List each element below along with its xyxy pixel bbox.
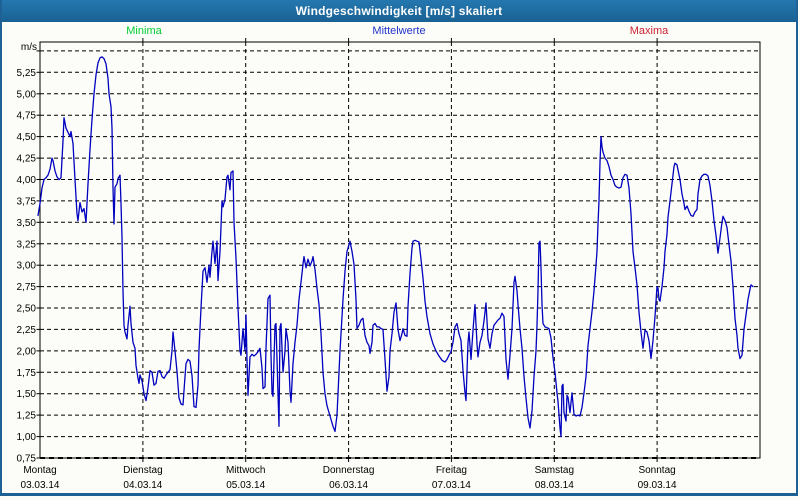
- y-tick-label: 2,00: [17, 346, 37, 357]
- day-date-label: 03.03.14: [21, 480, 60, 491]
- day-name-label: Samstag: [535, 465, 574, 476]
- y-tick-label: 4,25: [17, 154, 37, 165]
- y-tick-label: 3,50: [17, 218, 37, 229]
- legend-minima: Minima: [126, 25, 162, 37]
- day-date-label: 09.03.14: [638, 480, 677, 491]
- y-tick-label: 3,25: [17, 239, 37, 250]
- window-titlebar: Windgeschwindigkeit [m/s] skaliert: [0, 0, 798, 22]
- y-tick-label: 0,75: [17, 454, 37, 465]
- y-tick-label: 1,75: [17, 368, 37, 379]
- y-tick-label: 4,75: [17, 111, 37, 122]
- y-axis-unit-label: m/s: [21, 42, 37, 53]
- y-tick-label: 4,50: [17, 132, 37, 143]
- legend-maxima: Maxima: [629, 25, 669, 37]
- window-title: Windgeschwindigkeit [m/s] skaliert: [295, 4, 503, 18]
- day-date-label: 08.03.14: [535, 480, 574, 491]
- y-tick-label: 3,75: [17, 196, 37, 207]
- y-tick-label: 4,00: [17, 175, 37, 186]
- y-tick-label: 1,25: [17, 411, 37, 422]
- day-date-label: 07.03.14: [432, 480, 471, 491]
- plot-border: [39, 41, 761, 459]
- y-tick-label: 2,25: [17, 325, 37, 336]
- y-tick-label: 2,50: [17, 304, 37, 315]
- day-name-label: Mittwoch: [226, 465, 265, 476]
- day-name-label: Donnerstag: [323, 465, 375, 476]
- y-tick-label: 1,00: [17, 432, 37, 443]
- y-tick-label: 5,00: [17, 89, 37, 100]
- day-date-label: 04.03.14: [123, 480, 162, 491]
- y-tick-label: 2,75: [17, 282, 37, 293]
- day-date-label: 06.03.14: [329, 480, 368, 491]
- legend-mittelwerte: Mittelwerte: [372, 25, 426, 37]
- day-name-label: Freitag: [436, 465, 467, 476]
- day-name-label: Sonntag: [638, 465, 675, 476]
- y-tick-label: 3,00: [17, 261, 37, 272]
- y-tick-label: 5,25: [17, 68, 37, 79]
- day-date-label: 05.03.14: [226, 480, 265, 491]
- day-name-label: Montag: [23, 465, 56, 476]
- day-name-label: Dienstag: [123, 465, 162, 476]
- wind-speed-line: [37, 56, 754, 438]
- y-tick-label: 1,50: [17, 389, 37, 400]
